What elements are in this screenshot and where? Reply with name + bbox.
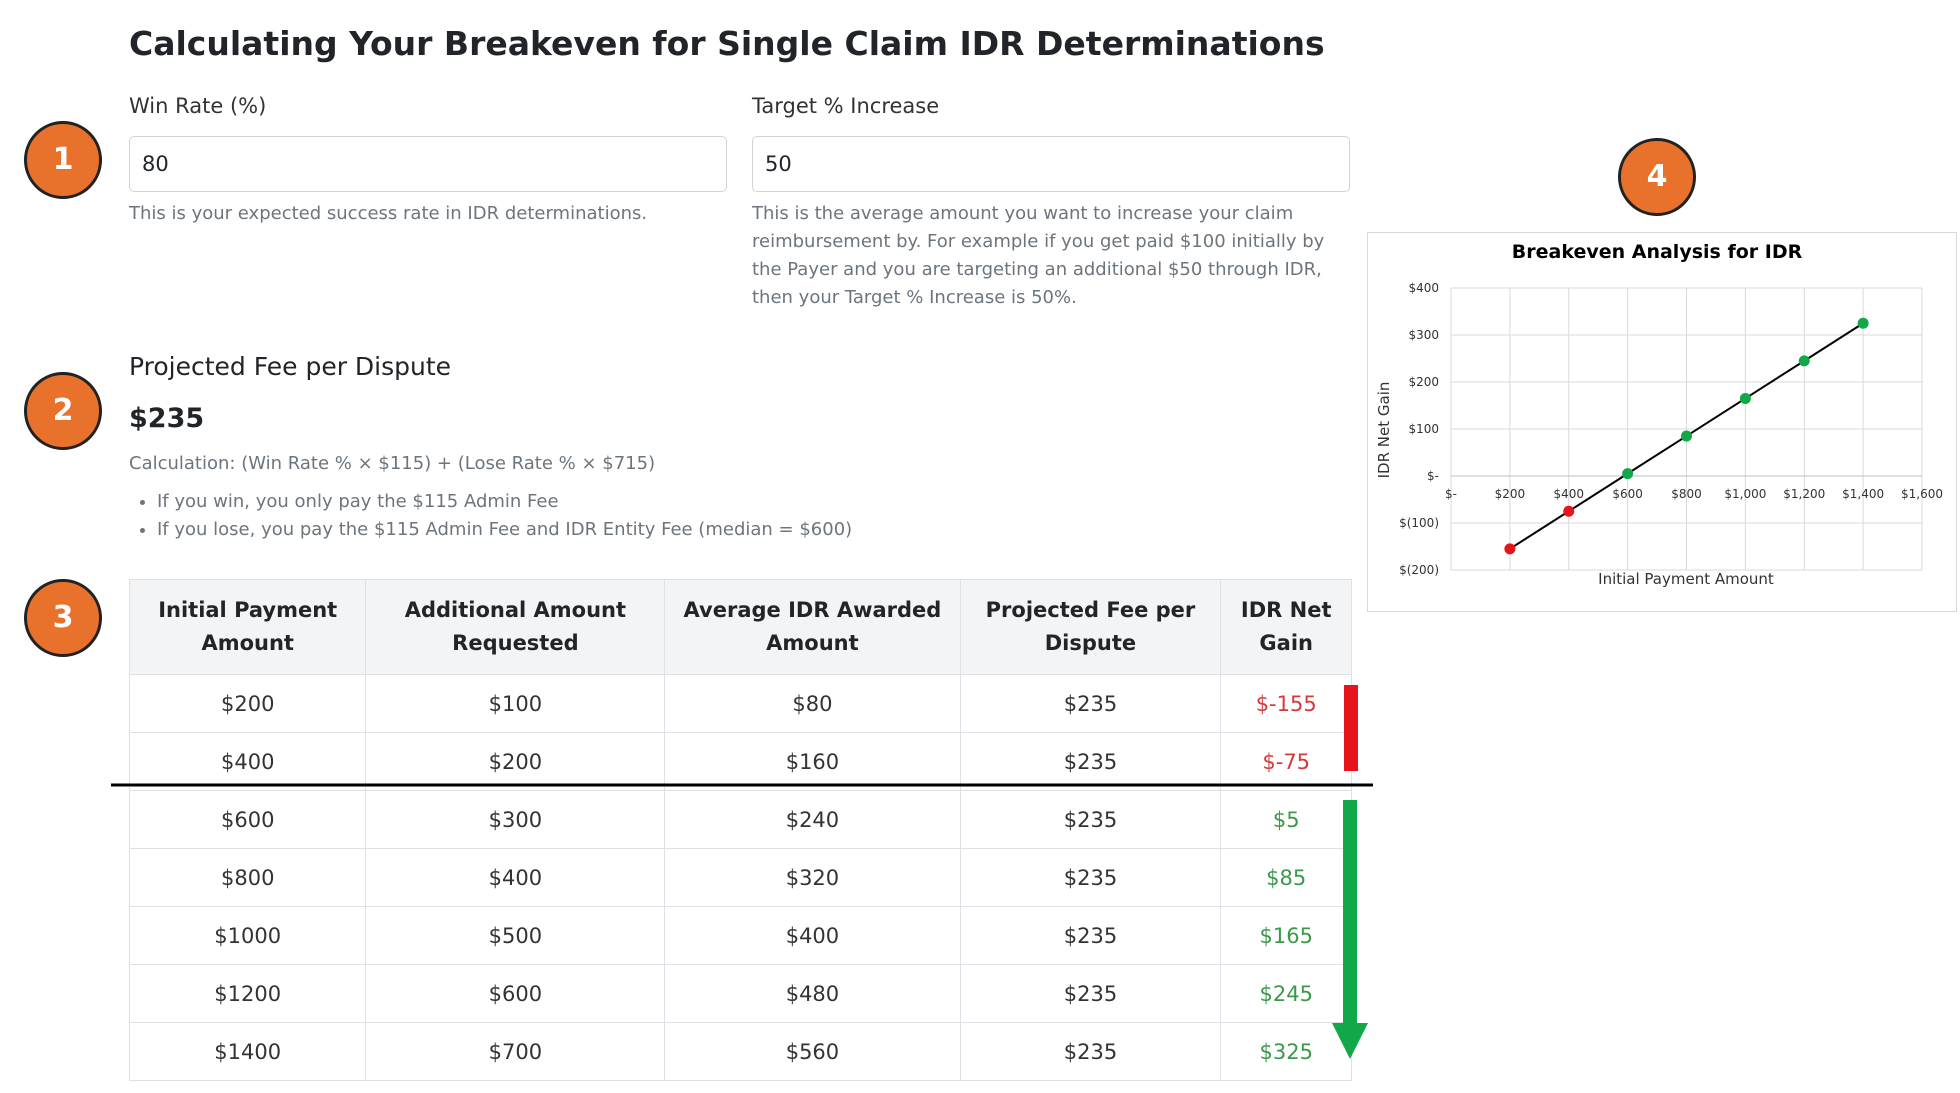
x-tick-label: $400 <box>1553 487 1584 501</box>
fee-calculation: Calculation: (Win Rate % × $115) + (Lose… <box>129 453 656 474</box>
table-cell: $400 <box>664 906 961 965</box>
input-label: Target % Increase <box>752 94 940 118</box>
x-tick-label: $200 <box>1495 487 1526 501</box>
table-cell: $200 <box>128 674 367 733</box>
table-cell: $100 <box>365 674 666 733</box>
data-point <box>1798 355 1810 367</box>
x-tick-label: $1,000 <box>1724 487 1766 501</box>
loss-marker <box>1344 685 1358 771</box>
table-cell: $-155 <box>1220 674 1352 733</box>
input-help: This is your expected success rate in ID… <box>129 203 648 224</box>
input-help: This is the average amount you want to i… <box>752 203 1325 308</box>
table-cell: $-75 <box>1220 732 1352 791</box>
column-header: IDR Net Gain <box>1220 579 1352 675</box>
table-cell: $245 <box>1220 964 1352 1023</box>
x-tick-label: $1,400 <box>1842 487 1884 501</box>
table-cell: $600 <box>365 964 666 1023</box>
table-row: $1000 $500 $400 $235 $165 <box>128 906 1352 965</box>
target-increase-input[interactable]: 50 <box>752 136 1350 192</box>
step-badge: 4 <box>1618 138 1696 216</box>
table-cell: $300 <box>365 790 666 849</box>
step-badge: 2 <box>24 372 102 450</box>
y-tick-label: $400 <box>1408 281 1439 295</box>
table-row: $400 $200 $160 $235 $-75 <box>128 732 1352 791</box>
data-point <box>1563 505 1575 517</box>
chart: Breakeven Analysis for IDR Initial Payme… <box>1367 232 1957 612</box>
fee-bullets: If you win, you only pay the $115 Admin … <box>129 488 852 544</box>
chart-title: Breakeven Analysis for IDR <box>1512 241 1803 263</box>
table-cell: $1400 <box>128 1022 367 1081</box>
x-tick-label: $- <box>1445 487 1457 501</box>
table-row: $200 $100 $80 $235 $-155 <box>128 674 1352 733</box>
table-cell: $200 <box>365 732 666 791</box>
x-axis-title: Initial Payment Amount <box>1598 570 1774 588</box>
gain-arrow-shaft <box>1343 800 1357 1025</box>
x-tick-label: $1,600 <box>1901 487 1943 501</box>
table-cell: $600 <box>128 790 367 849</box>
table-cell: $500 <box>365 906 666 965</box>
data-point <box>1857 317 1869 329</box>
data-point <box>1504 543 1516 555</box>
gain-arrow-head <box>1332 1023 1368 1059</box>
table-cell: $235 <box>959 964 1222 1023</box>
y-tick-label: $100 <box>1408 422 1439 436</box>
table-cell: $480 <box>664 964 961 1023</box>
table-cell: $235 <box>959 1022 1222 1081</box>
fee-bullet: If you win, you only pay the $115 Admin … <box>157 488 852 516</box>
table-cell: $400 <box>128 732 367 791</box>
column-header: Additional Amount Requested <box>365 579 666 675</box>
table-cell: $85 <box>1220 848 1352 907</box>
table-header: Initial Payment Amount Additional Amount … <box>128 579 1352 675</box>
table-row: $1200 $600 $480 $235 $245 <box>128 964 1352 1023</box>
fee-heading: Projected Fee per Dispute <box>129 352 452 381</box>
table-cell: $560 <box>664 1022 961 1081</box>
data-point <box>1739 392 1751 404</box>
table-cell: $700 <box>365 1022 666 1081</box>
input-label: Win Rate (%) <box>129 94 267 118</box>
data-point <box>1622 468 1634 480</box>
table-body: $200 $100 $80 $235 $-155 $400 $200 $160 $235 $-75… <box>128 674 1352 1081</box>
table-cell: $800 <box>128 848 367 907</box>
x-tick-label: $1,200 <box>1783 487 1825 501</box>
table-cell: $235 <box>959 732 1222 791</box>
table-cell: $235 <box>959 674 1222 733</box>
y-tick-label: $(100) <box>1399 516 1439 530</box>
table-cell: $5 <box>1220 790 1352 849</box>
data-point <box>1681 430 1692 442</box>
table-cell: $1000 <box>128 906 367 965</box>
y-axis-title: IDR Net Gain <box>1375 382 1393 479</box>
table-cell: $235 <box>959 906 1222 965</box>
step-badge: 3 <box>24 579 102 657</box>
fee-amount: $235 <box>129 403 205 434</box>
win-rate-input[interactable]: 80 <box>129 136 727 192</box>
table-cell: $325 <box>1220 1022 1352 1081</box>
x-tick-label: $800 <box>1671 487 1702 501</box>
column-header: Projected Fee per Dispute <box>959 579 1222 675</box>
table-cell: $240 <box>664 790 961 849</box>
breakeven-table: Initial Payment Amount Additional Amount … <box>128 579 1352 1081</box>
x-tick-label: $600 <box>1612 487 1643 501</box>
column-header: Average IDR Awarded Amount <box>664 579 961 675</box>
y-tick-label: $200 <box>1408 375 1439 389</box>
fee-bullet: If you lose, you pay the $115 Admin Fee … <box>157 516 852 544</box>
table-cell: $80 <box>664 674 961 733</box>
table-row: $600 $300 $240 $235 $5 <box>128 790 1352 849</box>
y-tick-label: $300 <box>1408 328 1439 342</box>
chart-frame <box>1367 232 1957 612</box>
step-badge: 1 <box>24 121 102 199</box>
table-cell: $1200 <box>128 964 367 1023</box>
y-tick-label: $- <box>1427 469 1439 483</box>
page-title: Calculating Your Breakeven for Single Cl… <box>129 24 1325 63</box>
column-header: Initial Payment Amount <box>128 579 367 675</box>
table-cell: $160 <box>664 732 961 791</box>
table-cell: $235 <box>959 790 1222 849</box>
y-tick-label: $(200) <box>1399 563 1439 577</box>
table-row: $1400 $700 $560 $235 $325 <box>128 1022 1352 1081</box>
